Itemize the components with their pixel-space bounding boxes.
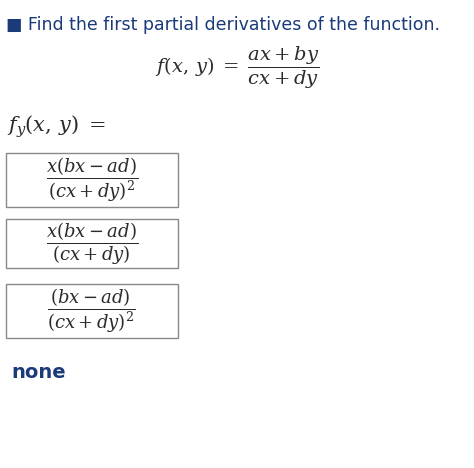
FancyBboxPatch shape: [6, 284, 178, 338]
Text: none: none: [12, 363, 66, 381]
Text: $\mathit{f}_{\mathit{y}}(x,\, y)\; =$: $\mathit{f}_{\mathit{y}}(x,\, y)\; =$: [7, 113, 106, 139]
Text: $\dfrac{x(bx - ad)}{(cx + dy)}$: $\dfrac{x(bx - ad)}{(cx + dy)}$: [46, 220, 138, 267]
Text: $\dfrac{(bx - ad)}{(cx + dy)^2}$: $\dfrac{(bx - ad)}{(cx + dy)^2}$: [47, 287, 136, 336]
FancyBboxPatch shape: [6, 219, 178, 268]
Text: ■ Find the first partial derivatives of the function.: ■ Find the first partial derivatives of …: [6, 16, 440, 34]
FancyBboxPatch shape: [6, 153, 178, 207]
Text: $\mathit{f}(x,\, y)\; =\; \dfrac{ax + by}{cx + dy}$: $\mathit{f}(x,\, y)\; =\; \dfrac{ax + by…: [155, 45, 319, 91]
Text: $\dfrac{x(bx - ad)}{(cx + dy)^2}$: $\dfrac{x(bx - ad)}{(cx + dy)^2}$: [46, 156, 138, 205]
